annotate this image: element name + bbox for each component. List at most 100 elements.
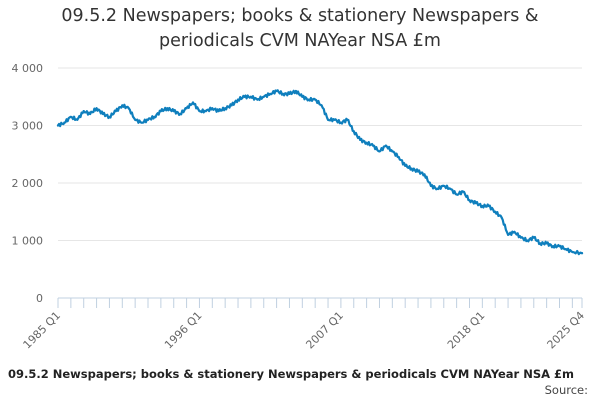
data-point: [76, 118, 79, 121]
y-tick-label: 1 000: [12, 235, 44, 248]
series-layer: [56, 89, 584, 256]
data-point: [82, 110, 85, 113]
y-axis-tick-labels: 0 1 000 2 000 3 000 4 000: [12, 62, 44, 305]
data-point: [275, 89, 278, 93]
data-point: [500, 216, 503, 219]
data-point: [191, 101, 195, 104]
data-point: [108, 115, 111, 118]
data-point: [352, 130, 355, 133]
data-point: [179, 112, 182, 116]
data-point: [301, 95, 304, 98]
data-point: [397, 156, 400, 159]
data-point: [416, 170, 420, 173]
data-point: [198, 110, 201, 113]
y-tick-label: 4 000: [12, 62, 44, 75]
data-point: [339, 121, 342, 124]
data-point: [56, 124, 60, 127]
x-tick-label: 2025 Q4: [545, 309, 588, 352]
gridlines: [58, 67, 582, 241]
data-point: [449, 187, 452, 190]
data-point: [307, 98, 310, 101]
data-point: [474, 202, 478, 205]
data-point: [69, 115, 72, 118]
data-point: [153, 115, 156, 118]
data-point: [217, 110, 220, 113]
x-tick-label: 2018 Q1: [445, 309, 488, 352]
data-point: [564, 248, 568, 251]
data-point: [256, 98, 259, 101]
data-point: [410, 167, 413, 170]
data-point: [63, 121, 66, 124]
data-point: [378, 150, 381, 153]
data-point: [159, 110, 162, 113]
data-point: [89, 112, 92, 116]
data-point: [442, 184, 445, 187]
data-point: [391, 150, 394, 153]
data-point: [95, 107, 98, 110]
data-point: [487, 204, 490, 208]
footer-chart-title: 09.5.2 Newspapers; books & stationery Ne…: [8, 367, 575, 381]
data-point: [314, 98, 317, 101]
x-tick-label: 2007 Q1: [303, 309, 346, 352]
data-point: [320, 104, 323, 107]
source-label: Source:: [544, 383, 588, 397]
data-point: [114, 110, 117, 113]
data-point: [288, 92, 291, 95]
data-point: [539, 242, 542, 245]
data-point: [494, 210, 497, 213]
data-point: [204, 110, 207, 113]
data-point: [551, 245, 555, 248]
data-point: [545, 242, 548, 245]
data-point: [468, 199, 471, 202]
data-point: [423, 173, 426, 176]
chart-title: 09.5.2 Newspapers; books & stationery Ne…: [61, 6, 539, 51]
data-point: [371, 144, 375, 147]
data-point: [294, 89, 297, 93]
data-point: [101, 112, 105, 116]
series-line: [56, 89, 584, 256]
data-point: [580, 252, 584, 255]
data-point: [249, 95, 252, 98]
data-point: [262, 95, 265, 98]
data-point: [146, 118, 150, 121]
y-tick-label: 0: [36, 292, 43, 305]
data-point: [455, 193, 458, 196]
y-tick-label: 2 000: [12, 177, 44, 190]
data-point: [436, 187, 439, 190]
data-point: [236, 98, 240, 101]
data-point: [224, 107, 227, 110]
data-point: [243, 95, 246, 98]
data-point: [513, 230, 516, 233]
data-point: [532, 236, 535, 239]
data-point: [269, 92, 272, 95]
x-tick-label: 1996 Q1: [162, 309, 205, 352]
data-point: [166, 107, 169, 110]
data-point: [558, 245, 561, 248]
x-axis-tick-labels: 1985 Q1 1996 Q1 2007 Q1 2018 Q1 2025 Q4: [21, 309, 588, 352]
data-point: [121, 104, 124, 107]
data-point: [185, 107, 188, 110]
y-tick-label: 3 000: [12, 120, 44, 133]
data-point: [134, 118, 137, 121]
data-point: [211, 107, 214, 110]
data-point: [481, 204, 484, 208]
data-point: [384, 144, 388, 147]
data-point: [526, 239, 529, 242]
data-point: [359, 138, 362, 141]
data-point: [404, 164, 407, 167]
data-point: [461, 190, 465, 193]
data-point: [127, 107, 130, 110]
data-point: [140, 121, 143, 124]
data-point: [429, 184, 433, 187]
data-point: [172, 110, 175, 113]
data-point: [571, 250, 574, 254]
x-axis: [57, 297, 583, 308]
data-point: [519, 236, 523, 239]
data-point: [346, 118, 349, 121]
x-tick-label: 1985 Q1: [21, 309, 64, 352]
data-point: [230, 104, 233, 107]
data-point: [326, 118, 330, 121]
data-point: [281, 92, 285, 95]
data-point: [333, 118, 336, 121]
